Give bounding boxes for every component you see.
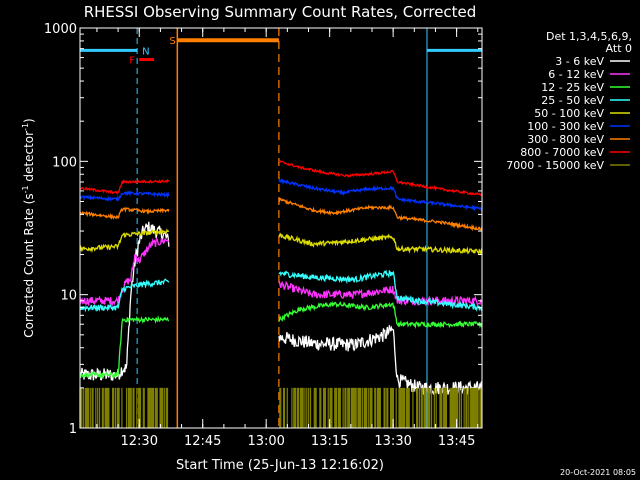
legend-item-12-25-kev: 12 - 25 keV — [541, 81, 630, 94]
footer-timestamp: 20-Oct-2021 08:05 — [560, 468, 636, 477]
legend-item-7000-15000-kev: 7000 - 15000 keV — [506, 159, 630, 172]
legend-item-100-300-kev: 100 - 300 keV — [527, 120, 630, 133]
series-line-segment — [278, 280, 483, 307]
series-7000-15000-kev — [79, 387, 482, 428]
legend-label: 6 - 12 keV — [548, 68, 604, 81]
legend-item-6-12-kev: 6 - 12 keV — [548, 68, 630, 81]
legend-label: 300 - 800 keV — [527, 133, 604, 146]
legend-item-25-50-kev: 25 - 50 keV — [541, 94, 630, 107]
legend-header-detectors: Det 1,3,4,5,6,9, — [546, 30, 632, 43]
series-300-800-kev — [79, 197, 483, 232]
series-800-7000-kev — [79, 159, 483, 196]
series-line-segment — [79, 278, 170, 313]
legend-label: 100 - 300 keV — [527, 120, 604, 133]
series-line-segment — [79, 206, 170, 220]
x-tick-label: 13:00 — [247, 434, 284, 449]
x-tick-label: 13:15 — [311, 434, 348, 449]
series-line-segment — [278, 159, 483, 196]
legend-label: 3 - 6 keV — [555, 55, 604, 68]
series-line-segment — [79, 228, 170, 254]
legend-item-50-100-kev: 50 - 100 keV — [534, 107, 630, 120]
series-line-segment — [278, 197, 483, 232]
night-marker-label: N — [142, 46, 149, 57]
legend-label: 25 - 50 keV — [541, 94, 604, 107]
legend-item-800-7000-kev: 800 - 7000 keV — [520, 146, 630, 159]
x-axis-label: Start Time (25-Jun-13 12:16:02) — [176, 458, 384, 473]
flare-marker-label: F — [129, 56, 135, 67]
series-line-segment — [278, 177, 483, 212]
y-tick-label: 10 — [60, 289, 77, 304]
y-axis-label: Corrected Count Rate (s-1 detector-1) — [21, 118, 36, 337]
legend-label: 800 - 7000 keV — [520, 146, 604, 159]
y-tick-label: 1000 — [44, 22, 77, 37]
plot-frame — [79, 27, 483, 429]
series-12-25-kev — [79, 300, 483, 380]
series-line-segment — [278, 269, 483, 313]
series-line-segment — [79, 189, 170, 202]
legend-item-300-800-kev: 300 - 800 keV — [527, 133, 630, 146]
legend-item-3-6-kev: 3 - 6 keV — [555, 55, 630, 68]
series-line-segment — [79, 221, 170, 381]
series-line-segment — [278, 325, 483, 396]
y-tick-label: 100 — [52, 155, 77, 170]
x-tick-label: 12:30 — [121, 434, 158, 449]
legend-label: 12 - 25 keV — [541, 81, 604, 94]
x-tick-label: 12:45 — [184, 434, 221, 449]
series-line-segment — [278, 232, 483, 256]
series-3-6-kev — [79, 221, 483, 396]
series-line-segment — [79, 237, 169, 307]
chart-title: RHESSI Observing Summary Count Rates, Co… — [84, 3, 477, 21]
legend-label: 50 - 100 keV — [534, 107, 604, 120]
series-line-segment — [79, 178, 169, 195]
series-50-100-kev — [79, 228, 483, 256]
series-25-50-kev — [79, 269, 483, 313]
y-axis: 1 10 100 1000 — [44, 22, 482, 437]
x-axis: 12:30 12:45 13:00 13:15 13:30 13:45 — [96, 28, 479, 449]
series-line-segment — [278, 300, 483, 329]
x-tick-label: 13:45 — [438, 434, 475, 449]
y-tick-label: 1 — [69, 422, 77, 437]
legend-header-attenuator: Att 0 — [606, 42, 632, 55]
legend-label: 7000 - 15000 keV — [506, 159, 604, 172]
series-100-300-kev — [79, 177, 483, 212]
plot-area: S NF — [79, 28, 483, 428]
series-line-segment — [79, 314, 169, 380]
saa-marker-label: S — [169, 36, 175, 47]
x-tick-label: 13:30 — [374, 434, 411, 449]
